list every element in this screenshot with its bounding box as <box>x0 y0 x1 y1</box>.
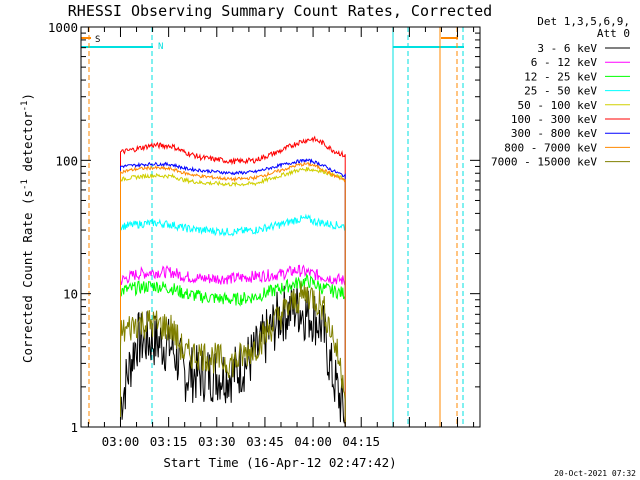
y-axis-ticks: 1 10 100 1000 <box>48 20 480 435</box>
x-axis-label: Start Time (16-Apr-12 02:47:42) <box>163 455 396 470</box>
series-line-8 <box>120 281 346 427</box>
y-axis-label: Corrected Count Rate (s-1 detector-1) <box>20 93 35 363</box>
series-line-5 <box>120 135 346 427</box>
x-axis-ticks: 03:00 03:15 03:30 03:45 04:00 04:15 <box>87 27 475 449</box>
series-line-7 <box>120 161 346 427</box>
series-line-1 <box>120 264 346 427</box>
series-line-3 <box>120 213 346 427</box>
series-line-4 <box>120 166 346 427</box>
legend-label: 3 - 6 keV <box>537 42 597 55</box>
legend-label: 6 - 12 keV <box>531 56 598 69</box>
series-lines <box>120 135 346 427</box>
y-tick-label: 1000 <box>48 20 78 35</box>
legend-label: 25 - 50 keV <box>524 85 597 98</box>
legend-label: 300 - 800 keV <box>511 127 597 140</box>
generation-timestamp: 20-Oct-2021 07:32 <box>554 469 636 478</box>
plot-frame <box>80 26 481 428</box>
y-axis-label-exponent: -1 <box>20 179 30 190</box>
y-axis-label-middle: detector <box>20 111 35 179</box>
x-tick-label: 03:30 <box>198 434 236 449</box>
legend-label: 800 - 7000 keV <box>504 141 597 154</box>
plot-area: 1 10 100 1000 03:00 03:15 03:30 03:45 04:00 04:1… <box>48 20 481 449</box>
legend-label: 7000 - 15000 keV <box>491 156 597 169</box>
legend-label: 12 - 25 keV <box>524 70 597 83</box>
series-line-2 <box>120 273 346 427</box>
detector-line-1: Det 1,3,5,6,9, <box>537 15 630 28</box>
x-tick-label: 04:00 <box>294 434 332 449</box>
night-marker-label: N <box>158 42 163 52</box>
orbit-markers <box>81 27 464 427</box>
x-tick-label: 03:00 <box>102 434 140 449</box>
saa-marker-label: S <box>95 35 100 45</box>
x-tick-label: 03:15 <box>150 434 188 449</box>
detector-line-2: Att 0 <box>597 27 630 40</box>
y-axis-label-exponent-2: -1 <box>20 101 30 112</box>
legend-label: 100 - 300 keV <box>511 113 597 126</box>
x-tick-label: 04:15 <box>342 434 380 449</box>
series-line-6 <box>120 158 346 427</box>
y-tick-label: 10 <box>63 287 78 302</box>
legend-label: 50 - 100 keV <box>518 99 598 112</box>
y-tick-label: 1 <box>70 420 78 435</box>
series-line-0 <box>120 283 346 427</box>
x-tick-label: 03:45 <box>246 434 284 449</box>
chart-title: RHESSI Observing Summary Count Rates, Co… <box>68 2 492 20</box>
y-tick-label: 100 <box>55 153 78 168</box>
y-axis-label-start: Corrected Count Rate (s <box>20 190 35 363</box>
y-axis-label-close: ) <box>20 93 35 101</box>
